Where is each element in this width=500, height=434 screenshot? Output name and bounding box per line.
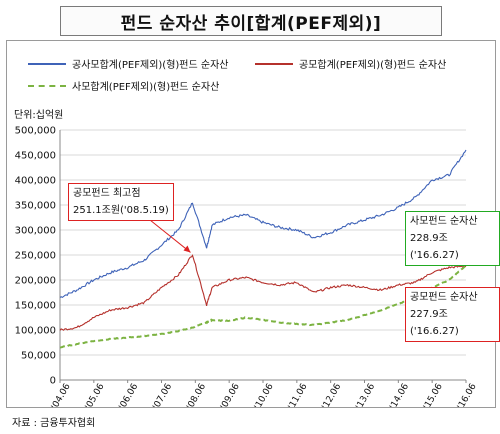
annotation-public-latest: 공모펀드 순자산 227.9조('16.6.27) — [405, 287, 500, 342]
legend-swatch-public — [255, 62, 293, 65]
x-tick-label: '06.06 — [118, 382, 141, 412]
legend-item-private: 사모합계(PEF제외)(형)펀드 순자산 — [28, 78, 219, 93]
y-tick-label: 350,000 — [15, 201, 56, 212]
x-tick-label: '15.06 — [422, 382, 445, 412]
x-tick-label: '13.06 — [354, 382, 377, 412]
x-tick-label: '08.06 — [185, 382, 208, 412]
y-tick-label: 150,000 — [15, 301, 56, 312]
x-tick-label: '07.06 — [151, 382, 174, 412]
peak-arrow — [149, 219, 191, 253]
source-note: 자료 : 금융투자협회 — [12, 418, 96, 429]
x-tick-label: '10.06 — [253, 382, 276, 412]
y-tick-label: 250,000 — [15, 251, 56, 262]
legend-label-total: 공사모합계(PEF제외)(형)펀드 순자산 — [72, 60, 229, 71]
peak-arrow-head — [183, 245, 191, 253]
x-tick-label: '16.06 — [456, 382, 479, 412]
x-tick-label: '11.06 — [287, 382, 310, 412]
annotation-public-latest-value: 227.9조('16.6.27) — [410, 309, 459, 337]
legend-swatch-total — [28, 62, 66, 65]
y-tick-label: 200,000 — [15, 276, 56, 287]
x-tick-label: '14.06 — [388, 382, 411, 412]
y-tick-label: 0 — [50, 376, 56, 387]
chart-title: 펀드 순자산 추이[합계(PEF제외)] — [120, 13, 382, 34]
series-line-2 — [59, 264, 467, 349]
y-tick-label: 50,000 — [21, 351, 56, 362]
series-line-0 — [59, 149, 467, 299]
x-tick-label: '12.06 — [321, 382, 344, 412]
x-tick-label: '05.06 — [84, 382, 107, 412]
y-tick-label: 300,000 — [15, 226, 56, 237]
x-tick-label: '09.06 — [219, 382, 242, 412]
chart-title-box: 펀드 순자산 추이[합계(PEF제외)] — [60, 6, 442, 36]
annotation-public-peak-value: 251.1조원('08.5.19) — [73, 205, 169, 216]
legend-label-public: 공모합계(PEF제외)(형)펀드 순자산 — [299, 60, 447, 71]
legend-swatch-private — [28, 84, 66, 87]
legend-item-total: 공사모합계(PEF제외)(형)펀드 순자산 — [28, 56, 229, 71]
annotation-private-latest-value: 228.9조('16.6.27) — [410, 233, 459, 261]
y-tick-label: 400,000 — [15, 176, 56, 187]
unit-label: 단위:십억원 — [14, 110, 64, 121]
annotation-public-latest-title: 공모펀드 순자산 — [410, 292, 478, 303]
annotation-private-latest-title: 사모펀드 순자산 — [410, 216, 478, 227]
series-line-1 — [59, 254, 467, 331]
annotation-public-peak-title: 공모펀드 최고점 — [73, 188, 141, 199]
y-tick-label: 450,000 — [15, 151, 56, 162]
annotation-public-peak: 공모펀드 최고점 251.1조원('08.5.19) — [68, 183, 174, 221]
y-tick-label: 500,000 — [15, 126, 56, 137]
y-tick-label: 100,000 — [15, 326, 56, 337]
annotation-private-latest: 사모펀드 순자산 228.9조('16.6.27) — [405, 211, 500, 266]
legend-item-public: 공모합계(PEF제외)(형)펀드 순자산 — [255, 56, 446, 71]
legend-label-private: 사모합계(PEF제외)(형)펀드 순자산 — [72, 82, 220, 93]
